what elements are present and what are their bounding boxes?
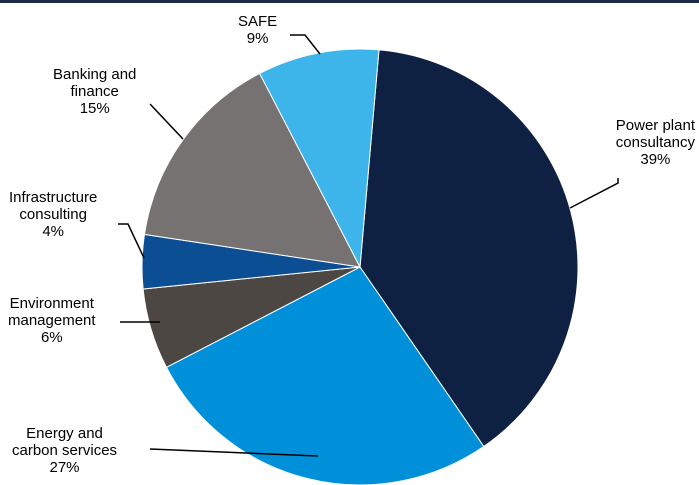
- pie-slice-power-plant: [359, 49, 579, 448]
- pie-slice-safe: [259, 48, 380, 269]
- leader-line-power-plant: [569, 178, 619, 209]
- leader-lines: [118, 34, 619, 457]
- pie-slice-energy-carbon: [165, 266, 485, 485]
- slice-label-environment: Environment management 6%: [8, 295, 96, 346]
- slice-label-energy-carbon: Energy and carbon services 27%: [12, 425, 118, 476]
- leader-line-energy-carbon: [149, 448, 319, 457]
- slice-label-power-plant: Power plant consultancy 39%: [615, 117, 695, 168]
- leader-line-banking: [149, 103, 184, 140]
- top-rule: [0, 0, 699, 3]
- slice-label-safe: SAFE 9%: [238, 13, 278, 47]
- slice-label-banking: Banking and finance 15%: [53, 66, 137, 117]
- leader-line-safe: [290, 34, 321, 55]
- slice-label-infrastructure: Infrastructure consulting 4%: [9, 189, 98, 240]
- pie-slices: [141, 48, 579, 485]
- pie-slice-banking: [143, 72, 361, 268]
- leader-line-infrastructure: [118, 223, 145, 259]
